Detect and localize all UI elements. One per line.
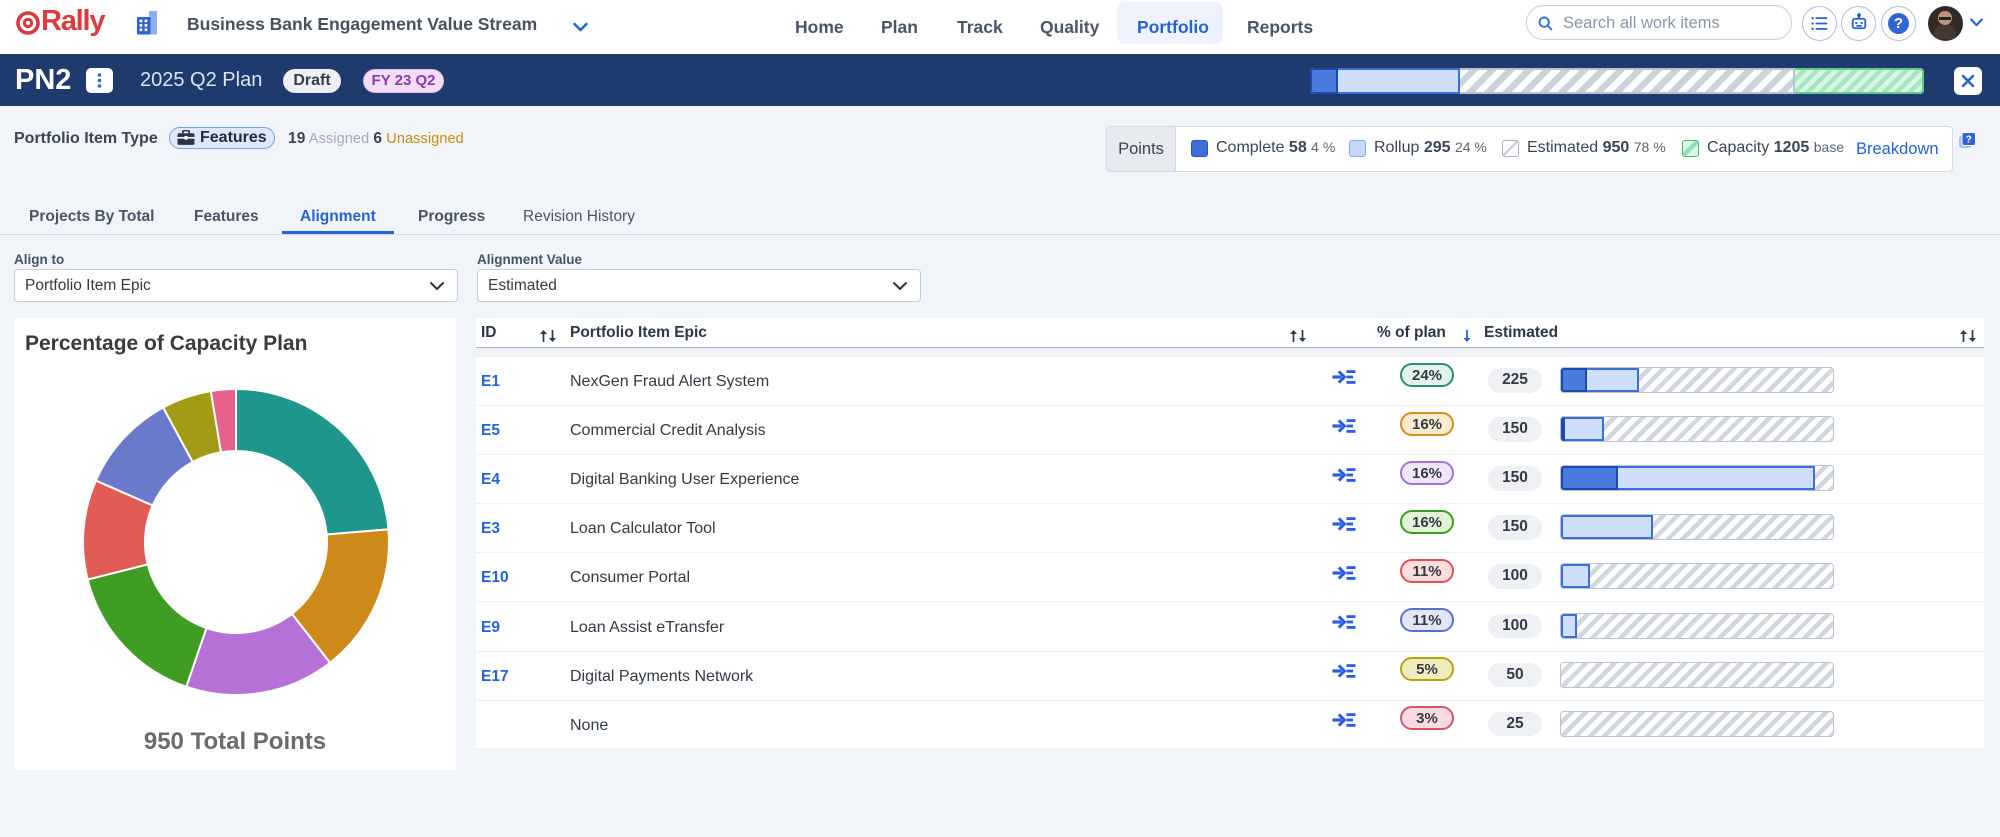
svg-text:?: ?: [1966, 135, 1972, 146]
